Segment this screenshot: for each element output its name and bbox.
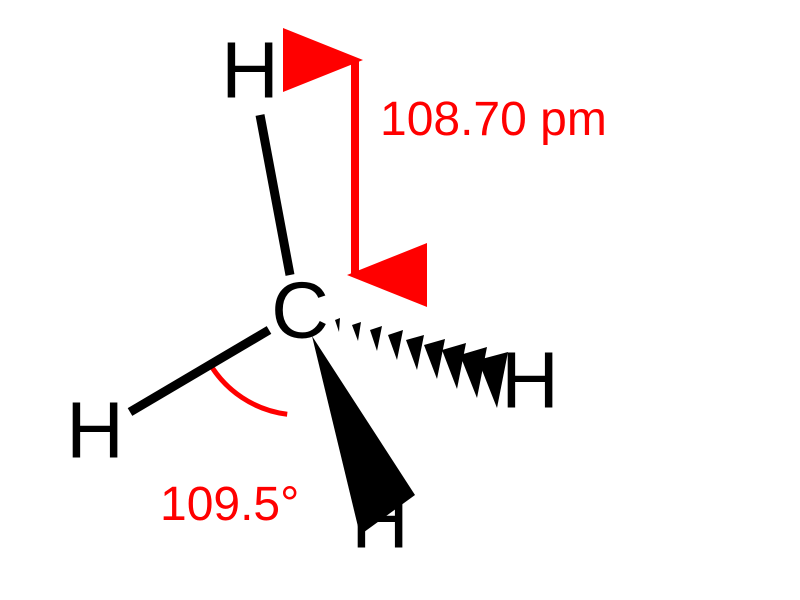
bond-c-h-top xyxy=(260,115,290,275)
atom-hydrogen-right: H xyxy=(501,336,559,425)
methane-structure-diagram: C H H H H 108.70 pm 109.5° xyxy=(0,0,800,600)
bond-angle-label: 109.5° xyxy=(160,478,299,531)
atom-carbon: C xyxy=(271,266,329,355)
atom-hydrogen-left: H xyxy=(66,386,124,475)
atom-hydrogen-top: H xyxy=(221,26,279,115)
bond-c-h-wedge-hashed xyxy=(335,318,508,408)
atom-hydrogen-bottom: H xyxy=(351,476,409,565)
bond-length-label: 108.70 pm xyxy=(380,93,607,146)
bond-angle-arc xyxy=(209,363,287,415)
